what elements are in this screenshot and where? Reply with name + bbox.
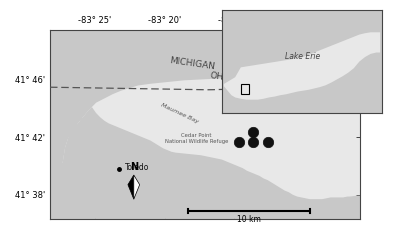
Polygon shape <box>50 107 360 219</box>
Text: N: N <box>130 162 138 172</box>
Text: MICHIGAN: MICHIGAN <box>169 56 216 72</box>
Text: Lake Erie: Lake Erie <box>285 52 320 61</box>
Polygon shape <box>318 197 360 219</box>
Bar <box>241 84 249 94</box>
Polygon shape <box>134 175 140 199</box>
Text: OHIO: OHIO <box>210 71 234 83</box>
Polygon shape <box>56 103 88 149</box>
Text: Maumee Bay: Maumee Bay <box>160 102 200 124</box>
Polygon shape <box>50 30 360 163</box>
Text: Cedar Point
National Wildlife Refuge: Cedar Point National Wildlife Refuge <box>165 134 228 144</box>
Polygon shape <box>128 175 134 199</box>
Text: 10 km: 10 km <box>237 215 261 225</box>
Polygon shape <box>224 32 380 100</box>
Polygon shape <box>58 86 84 123</box>
Text: Toledo: Toledo <box>126 163 150 172</box>
